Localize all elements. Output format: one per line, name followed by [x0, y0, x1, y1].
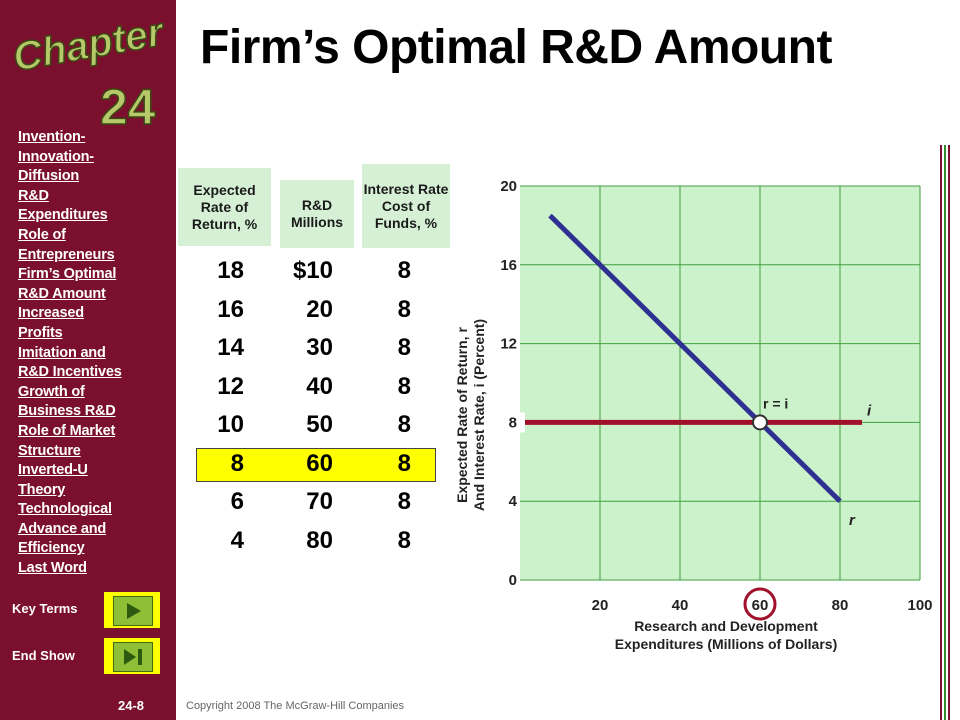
y-axis-label-line-2: And Interest Rate, i (Percent) [471, 319, 487, 511]
sidebar-nav-item[interactable]: Role of [18, 226, 66, 243]
sidebar-nav-item[interactable]: R&D Incentives [18, 364, 122, 381]
cell-rd: 20 [306, 295, 333, 323]
series-i-label: i [867, 402, 872, 419]
sidebar-nav-item[interactable]: Diffusion [18, 168, 80, 185]
sidebar-nav-item[interactable]: R&D Amount [18, 285, 106, 302]
x-tick-label: 60 [752, 597, 769, 614]
cell-expected-return: 4 [230, 526, 244, 554]
cell-expected-return: 6 [230, 488, 244, 515]
chapter-number: 24 [100, 79, 156, 130]
sidebar-nav-item[interactable]: Innovation- [18, 148, 94, 165]
sidebar-nav-item[interactable]: Theory [18, 481, 66, 498]
slide-title: Firm’s Optimal R&D Amount [200, 21, 832, 74]
cell-expected-return: 16 [217, 295, 244, 323]
cell-rd: 40 [306, 372, 333, 400]
end-show-label[interactable]: End Show [12, 648, 75, 663]
cell-interest: 8 [397, 526, 411, 554]
x-tick-label: 100 [907, 597, 932, 614]
series-r-label: r [849, 512, 856, 529]
header-rd: R&D Millions [280, 180, 354, 248]
y-tick-label: 0 [509, 572, 517, 589]
cell-expected-return: 8 [230, 449, 244, 477]
y-axis-label-line-1: Expected Rate of Return, r [454, 327, 470, 503]
cell-interest: 8 [397, 449, 411, 477]
play-arrow-icon [127, 603, 141, 619]
x-axis-label-line-2: Expenditures (Millions of Dollars) [615, 636, 837, 652]
cell-interest: 8 [397, 295, 411, 323]
end-show-button[interactable] [104, 638, 160, 674]
sidebar: Chapter 24 Invention- Innovation- Diffusio… [0, 0, 176, 720]
sidebar-nav-item[interactable]: R&D [18, 187, 49, 204]
sidebar-nav-item[interactable]: Entrepreneurs [18, 246, 115, 263]
chapter-logo: Chapter 24 [9, 9, 169, 130]
key-terms-label[interactable]: Key Terms [12, 601, 78, 616]
cell-interest: 8 [397, 257, 411, 284]
y-tick-label: 20 [500, 178, 517, 195]
series-r-line [548, 213, 842, 503]
cell-interest: 8 [397, 334, 411, 361]
intersection-point [752, 414, 768, 431]
highlight-y-tick-box [503, 412, 525, 433]
cell-expected-return: 14 [217, 334, 244, 361]
sidebar-nav-item[interactable]: Inverted-U [18, 462, 88, 479]
cell-rd: 60 [306, 449, 333, 477]
y-tick-label: 8 [509, 414, 517, 431]
cell-expected-return: 12 [217, 372, 244, 400]
sidebar-nav-item[interactable]: Increased [18, 305, 84, 322]
intersection-label: r = i [763, 395, 788, 411]
sidebar-nav-item[interactable]: Imitation and [18, 344, 106, 361]
end-arrow-icon [124, 649, 142, 665]
y-tick-label: 4 [509, 493, 518, 510]
highlight-x-tick-ring [743, 587, 777, 621]
cell-rd: $10 [292, 257, 333, 284]
sidebar-nav-item[interactable]: Last Word [18, 560, 87, 577]
sidebar-nav: Invention- Innovation- Diffusion R&D Expendi… [18, 128, 168, 579]
plot-area [520, 186, 920, 580]
chapter-word: Chapter [10, 10, 169, 80]
y-tick-label: 12 [500, 336, 517, 353]
cell-rd: 80 [306, 526, 333, 554]
x-tick-label: 80 [832, 597, 849, 614]
x-tick-label: 20 [592, 597, 609, 614]
sidebar-nav-item[interactable]: Role of Market [18, 422, 116, 439]
highlighted-row [196, 447, 436, 482]
header-expected-return: Expected Rate of Return, % [178, 168, 271, 246]
sidebar-nav-item[interactable]: Efficiency [18, 540, 85, 557]
copyright: Copyright 2008 The McGraw-Hill Companies [186, 700, 405, 712]
key-terms-button[interactable] [104, 592, 160, 628]
sidebar-nav-item[interactable]: Advance and [18, 520, 107, 537]
decor-line [948, 145, 950, 720]
cell-interest: 8 [397, 488, 411, 515]
cell-rd: 50 [306, 411, 333, 438]
cell-rd: 30 [306, 334, 333, 361]
decor-line [940, 145, 942, 720]
sidebar-nav-item[interactable]: Structure [18, 442, 81, 459]
cell-expected-return: 10 [217, 411, 244, 438]
sidebar-nav-item[interactable]: Growth of [18, 383, 85, 400]
x-axis-label-line-1: Research and Development [634, 618, 818, 634]
decor-line [944, 145, 946, 720]
x-tick-label: 40 [672, 597, 689, 614]
sidebar-nav-item[interactable]: Business R&D [18, 403, 116, 420]
y-tick-label: 16 [500, 257, 517, 274]
sidebar-nav-item[interactable]: Technological [18, 501, 112, 518]
page-number: 24-8 [118, 698, 145, 713]
cell-interest: 8 [397, 411, 411, 438]
sidebar-nav-item[interactable]: Profits [18, 324, 63, 341]
sidebar-nav-item[interactable]: Expenditures [18, 207, 108, 224]
cell-rd: 70 [306, 488, 333, 515]
sidebar-nav-item[interactable]: Invention- [18, 129, 86, 145]
sidebar-nav-item[interactable]: Firm’s Optimal [18, 266, 117, 283]
cell-expected-return: 18 [217, 257, 244, 284]
cell-interest: 8 [397, 372, 411, 400]
header-interest: Interest Rate Cost of Funds, % [362, 164, 450, 248]
